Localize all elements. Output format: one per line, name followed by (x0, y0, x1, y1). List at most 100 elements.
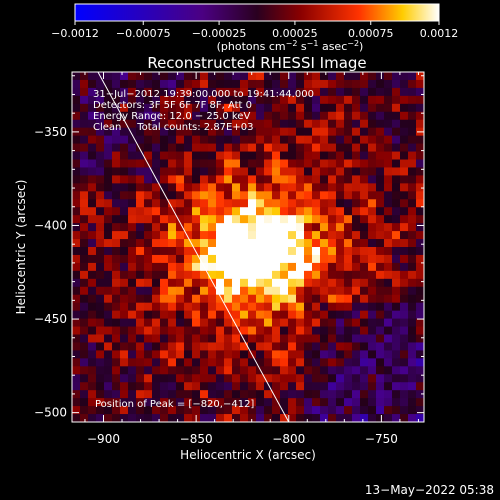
heatmap-cell (368, 278, 377, 288)
heatmap-cell (344, 294, 353, 304)
heatmap-cell (72, 103, 81, 113)
heatmap-cell (416, 390, 424, 399)
heatmap-cell (176, 167, 185, 176)
heatmap-cell (416, 215, 424, 224)
heatmap-cell (248, 127, 257, 137)
heatmap-cell (256, 342, 265, 351)
heatmap-cell (280, 239, 289, 248)
heatmap-cell (240, 294, 249, 304)
heatmap-cell (208, 262, 217, 272)
heatmap-cell (232, 254, 241, 264)
heatmap-cell (400, 382, 409, 391)
heatmap-cell (112, 239, 121, 248)
heatmap-cell (192, 286, 201, 296)
heatmap-cell (136, 286, 145, 296)
heatmap-cell (368, 350, 377, 359)
heatmap-cell (176, 159, 185, 168)
heatmap-cell (232, 95, 241, 105)
heatmap-cell (104, 223, 113, 232)
heatmap-cell (240, 358, 249, 367)
heatmap-cell (120, 342, 129, 351)
heatmap-cell (224, 175, 233, 184)
heatmap-cell (272, 183, 281, 192)
heatmap-cell (72, 175, 81, 184)
heatmap-cell (168, 183, 177, 192)
heatmap-cell (80, 326, 89, 335)
heatmap-cell (288, 127, 297, 137)
heatmap-cell (368, 334, 377, 343)
heatmap-cell (344, 270, 353, 280)
heatmap-cell (192, 262, 201, 272)
heatmap-cell (384, 262, 393, 272)
heatmap-cell (392, 286, 401, 296)
heatmap-cell (120, 111, 129, 121)
heatmap-cell (208, 159, 217, 168)
heatmap-cell (328, 270, 337, 280)
heatmap-cell (128, 334, 137, 343)
heatmap-cell (392, 215, 401, 224)
heatmap-cell (296, 286, 305, 296)
heatmap-cell (112, 334, 121, 343)
heatmap-cell (248, 262, 257, 272)
heatmap-cell (72, 254, 81, 264)
heatmap-cell (360, 366, 369, 375)
heatmap-cell (408, 207, 417, 216)
heatmap-cell (352, 207, 361, 216)
heatmap-cell (344, 72, 353, 81)
heatmap-cell (184, 111, 193, 121)
heatmap-cell (88, 191, 97, 200)
heatmap-cell (304, 79, 313, 89)
heatmap-cell (104, 398, 113, 407)
heatmap-cell (264, 406, 273, 415)
heatmap-cell (160, 350, 169, 359)
heatmap-cell (336, 79, 345, 89)
heatmap-cell (208, 342, 217, 351)
heatmap-cell (288, 151, 297, 160)
heatmap-cell (280, 374, 289, 383)
heatmap-cell (416, 262, 424, 272)
colorbar-unit-exp3: −2 (347, 39, 359, 48)
heatmap-cell (312, 95, 321, 105)
heatmap-cell (264, 191, 273, 200)
heatmap-cell (168, 270, 177, 280)
heatmap-cell (200, 286, 209, 296)
heatmap-cell (376, 223, 385, 232)
heatmap-cell (352, 103, 361, 113)
heatmap-cell (216, 358, 225, 367)
heatmap-cell (376, 358, 385, 367)
heatmap-cell (232, 342, 241, 351)
heatmap-cell (224, 366, 233, 375)
heatmap-cell (120, 183, 129, 192)
heatmap-cell (72, 183, 81, 192)
heatmap-cell (160, 247, 169, 256)
heatmap-cell (272, 72, 281, 81)
heatmap-cell (240, 111, 249, 121)
heatmap-cell (184, 127, 193, 137)
heatmap-cell (352, 175, 361, 184)
heatmap-cell (240, 183, 249, 192)
heatmap-cell (96, 167, 105, 176)
heatmap-cell (344, 406, 353, 415)
heatmap-cell (368, 302, 377, 312)
heatmap-cell (160, 127, 169, 137)
heatmap-cell (368, 382, 377, 391)
heatmap-cell (320, 254, 329, 264)
heatmap-cell (368, 119, 377, 129)
heatmap-cell (392, 366, 401, 375)
heatmap-cell (408, 286, 417, 296)
heatmap-cell (408, 72, 417, 81)
heatmap-cell (368, 175, 377, 184)
heatmap-cell (280, 254, 289, 264)
heatmap-cell (152, 111, 161, 121)
heatmap-cell (256, 127, 265, 137)
heatmap-cell (288, 270, 297, 280)
heatmap-cell (280, 183, 289, 192)
heatmap-cell (200, 342, 209, 351)
heatmap-cell (400, 127, 409, 137)
heatmap-cell (408, 119, 417, 129)
heatmap-cell (336, 326, 345, 335)
heatmap-cell (416, 278, 424, 288)
heatmap-cell (72, 151, 81, 160)
heatmap-cell (288, 247, 297, 256)
heatmap-cell (200, 151, 209, 160)
